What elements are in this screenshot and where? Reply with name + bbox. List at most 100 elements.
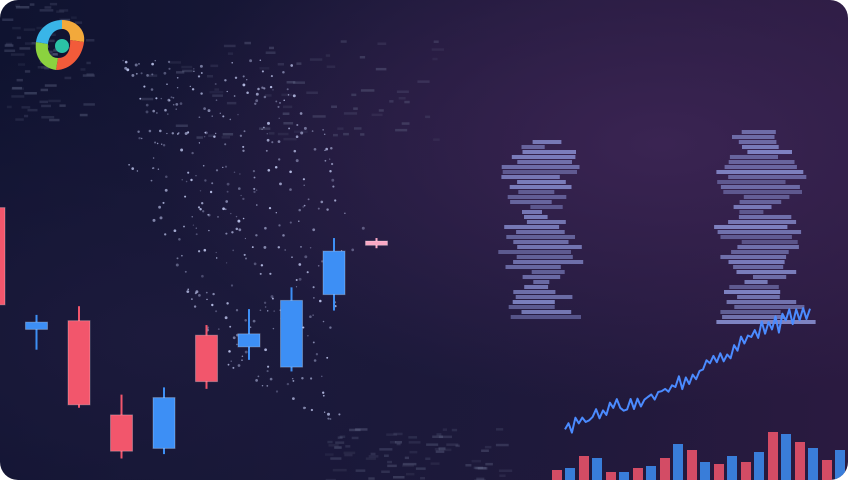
particle-dot [253,187,256,190]
bg-glyph [24,42,33,45]
particle-dot [324,159,327,162]
particle-dot [241,355,244,357]
particle-dot [309,247,312,249]
bg-glyph [227,52,234,55]
depth-band [733,205,772,209]
depth-band [498,250,571,254]
particle-dot [286,382,290,386]
depth-band [720,310,781,314]
volume-bar-blue [619,472,629,480]
depth-band [728,160,795,164]
particle-dot [255,189,258,191]
depth-band [504,225,560,229]
particle-dot [277,246,281,249]
bg-glyph [351,93,357,97]
volume-bar-red [795,442,805,480]
volume-bar-blue [808,448,818,480]
particle-dot [253,262,257,266]
bg-glyph [296,62,302,65]
particle-dot [217,328,220,330]
particle-dot [225,232,228,235]
particle-dot [300,131,304,135]
particle-dot [167,98,171,102]
particle-dot [289,188,292,191]
bg-glyph [214,88,220,91]
bg-glyph [434,448,440,451]
particle-dot [199,190,202,192]
particle-dot [151,167,154,170]
bg-glyph [41,104,51,108]
particle-dot [224,208,227,211]
particle-dot [307,198,310,201]
particle-dot [274,166,278,169]
bg-glyph [430,462,440,465]
particle-dot [185,180,188,183]
particle-dot [256,204,258,206]
depth-band [522,150,576,154]
bg-glyph [86,73,94,76]
particle-dot [138,63,140,65]
bg-glyph [355,428,368,431]
particle-dot [211,182,214,185]
particle-dot [303,204,306,207]
bg-glyph [226,101,237,105]
particle-dot [332,185,335,188]
bg-glyph [451,428,458,432]
particle-dot [191,151,194,155]
particle-dot [138,136,141,140]
particle-dot [224,316,228,320]
bg-glyph [265,51,276,54]
depth-band [511,155,576,159]
depth-band [513,260,584,264]
particle-dot [286,88,289,91]
particle-dot [175,263,179,267]
bg-glyph [328,444,339,447]
depth-band [524,285,549,289]
particle-dot [197,74,201,78]
bg-glyph [343,112,358,115]
bg-glyph [381,470,390,473]
volume-bar-blue [646,466,656,480]
particle-dot [302,406,306,410]
particle-dot [180,148,184,152]
particle-dot [209,190,213,194]
particle-dot [162,143,166,147]
particle-dot [326,208,329,211]
bg-glyph [476,477,485,480]
particle-dot [175,103,179,106]
bg-glyph [325,54,331,57]
particle-dot [154,60,156,62]
particle-dot [277,140,281,143]
bg-glyph [283,105,293,109]
bg-glyph [401,122,410,125]
bg-glyph [40,88,48,92]
particle-dot [275,390,279,393]
bg-glyph [360,133,365,136]
particle-dot [338,413,341,416]
bg-glyph [455,444,460,448]
particle-dot [187,171,190,174]
particle-dot [319,299,322,303]
particle-dot [237,113,239,116]
particle-dot [233,95,236,97]
bg-glyph [471,459,481,463]
bg-glyph [398,97,406,100]
bg-glyph [402,464,414,467]
particle-dot [122,59,124,62]
candle-body [237,333,261,348]
particle-dot [270,75,273,78]
particle-dot [323,411,326,413]
particle-dot [236,343,238,346]
bg-glyph [389,100,394,103]
bg-glyph [408,436,418,439]
particle-dot [278,158,281,161]
particle-dot [200,92,203,95]
particle-dot [245,78,248,81]
bg-glyph [408,441,421,444]
volume-bar-blue [754,452,764,480]
depth-band [753,275,787,279]
bg-glyph [265,94,272,97]
particle-dot [215,99,218,101]
particle-dot [267,365,270,368]
particle-dot [264,306,267,308]
